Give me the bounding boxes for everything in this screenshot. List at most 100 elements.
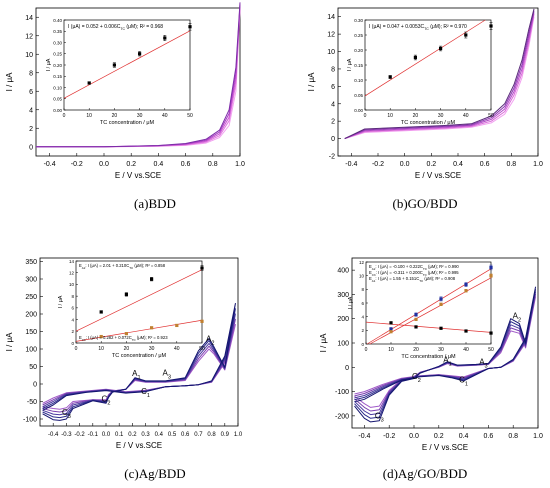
inset-x-tick-label: 30 [137, 113, 143, 119]
text-span: : I (μA) = 1.55 + 0.151C [375, 276, 419, 281]
inset-c: 0 10 20 30 40 50 0 2 4 6 8 10 12 14 TC concentration /… [58, 259, 205, 359]
plot-frame [337, 7, 539, 157]
text-span: A [132, 369, 138, 378]
inset-y-tick-label: 0 [361, 342, 364, 347]
x-tick-label: 0.9 [221, 432, 230, 438]
x-tick-label: -0.3 [61, 432, 72, 438]
inset-x-tick-label: 10 [388, 347, 394, 353]
cv-curve [344, 8, 535, 140]
x-tick-label: 0.4 [453, 161, 463, 168]
inset-x-tick-label: 50 [488, 113, 494, 119]
text-span: I (μA) = 0.047 + 0.0053C [369, 24, 425, 30]
data-point [414, 317, 418, 321]
x-tick-label: 0.6 [480, 161, 490, 168]
x-tick-label: 0.1 [115, 432, 124, 438]
text-span: A1 [372, 279, 376, 283]
inset-x-tick-label: 0 [75, 346, 78, 352]
text-span: TC [423, 273, 428, 277]
data-point [439, 46, 443, 51]
caption-a: (a)BDD [134, 196, 176, 211]
inset-y-tick-label: 6 [361, 301, 364, 306]
inset-y-tick-label: 0.00 [53, 108, 62, 113]
inset-x-axis-label: TC concentration / μM [401, 120, 456, 126]
data-point [389, 330, 393, 334]
y-axis-label: I / μA [307, 72, 316, 92]
inset-y-tick-label: 0.15 [354, 63, 363, 68]
text-span: TC [423, 267, 428, 271]
panel-b: -0.4 -0.2 0.0 0.2 0.4 0.6 0.8 1.0 -2 0 2 4 6 8 10 12 14 E… [307, 7, 543, 180]
inset-y-tick-label: 14 [69, 259, 75, 264]
inset-frame [364, 19, 492, 111]
y-tick-label: 0 [331, 136, 335, 143]
text-span: 1 [465, 381, 468, 387]
fit-equation: I (μA) = 0.052 + 0.006CTC (μM); R² = 0.9… [68, 24, 163, 31]
x-tick-label: 1.0 [533, 161, 543, 168]
peak-label: C3 [375, 411, 384, 423]
inset-y-tick-label: 6 [71, 306, 74, 311]
x-tick-label: 0.3 [141, 432, 150, 438]
data-point [389, 321, 393, 325]
inset-x-tick-label: 30 [149, 346, 155, 352]
inset-y-tick-label: 2 [361, 328, 364, 333]
cv-curve [344, 12, 535, 140]
data-point [489, 265, 493, 270]
y-tick-label: 0 [33, 382, 37, 389]
x-tick-label: -0.4 [48, 432, 59, 438]
fit-line [365, 321, 492, 333]
cv-curve [42, 303, 236, 421]
inset-y-axis-label: I / μA [347, 58, 353, 71]
inset-y-tick-label: 0 [71, 341, 74, 346]
inset-x-tick-label: 40 [463, 347, 469, 353]
x-tick-label: 0.8 [508, 433, 518, 440]
inset-y-tick-label: 0.30 [354, 18, 363, 23]
inset-y-axis-label: I / μA [46, 58, 52, 71]
inset-x-tick-label: 10 [98, 346, 104, 352]
text-span: (μM); R² = 0.968 [125, 24, 163, 30]
inset-y-tick-label: 0.05 [354, 93, 363, 98]
data-point [439, 302, 443, 306]
inset-x-tick-label: 40 [162, 113, 168, 119]
text-span: 1 [137, 375, 140, 381]
x-tick-label: 1.0 [235, 161, 245, 168]
x-tick-label: -0.1 [88, 432, 99, 438]
inset-x-tick-label: 40 [174, 346, 180, 352]
text-span: E [79, 263, 82, 268]
text-span: 3 [68, 414, 71, 420]
inset-y-tick-label: 8 [71, 294, 74, 299]
y-axis-label: I / μA [5, 72, 14, 92]
x-tick-label: 0.6 [181, 161, 191, 168]
fit-equation: EA1: I (μA) = 1.55 + 0.151CTC (μM); R² =… [369, 276, 456, 283]
text-span: : I (μA) = 2.01 + 0.210C [85, 263, 129, 268]
x-tick-label: 0.8 [208, 161, 218, 168]
y-tick-label: 200 [337, 316, 349, 323]
y-tick-label: -200 [335, 413, 349, 420]
inset-y-tick-label: 12 [69, 271, 75, 276]
x-tick-label: 1.0 [234, 432, 243, 438]
inset-x-axis-label: TC concentration / μM [401, 354, 456, 360]
fit-line [366, 268, 492, 345]
fit-equation: EC3: I (μA) = 0.282 + 0.072CTC (μM); R² … [79, 335, 168, 342]
peak-label: C2 [102, 395, 111, 407]
text-span: TC [129, 266, 134, 270]
x-tick-label: 0.2 [128, 432, 137, 438]
inset-y-tick-label: 2 [71, 329, 74, 334]
inset-a: 0 10 20 30 40 50 0.00 0.05 0.10 0.15 0.20 0.25 0.30 0… [46, 18, 193, 126]
inset-y-tick-label: 12 [359, 260, 365, 265]
data-point [112, 63, 116, 67]
x-tick-label: -0.2 [383, 433, 395, 440]
peak-label: C3 [62, 408, 71, 420]
x-tick-label: 0.5 [168, 432, 177, 438]
text-span: 2 [107, 401, 110, 407]
peak-label: A3 [162, 368, 170, 380]
panel-d: -0.4 -0.2 0.0 0.2 0.4 0.6 0.8 1.0-200-100010020… [319, 257, 543, 452]
data-point [138, 52, 142, 56]
fit-line [75, 319, 203, 342]
fit-line [364, 19, 486, 97]
data-point [489, 24, 493, 28]
x-tick-label: -0.4 [44, 161, 56, 168]
data-point [87, 81, 91, 85]
fit-equation: EC3: I (μA) = -0.311 + 0.200CTC (μM); R²… [369, 270, 459, 277]
cv-curve [344, 16, 535, 140]
cv-curve [36, 2, 241, 148]
text-span: 1 [449, 361, 452, 367]
